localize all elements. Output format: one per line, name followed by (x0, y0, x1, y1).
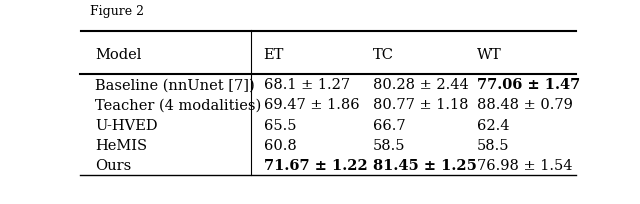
Text: WT: WT (477, 47, 502, 61)
Text: 60.8: 60.8 (264, 138, 296, 152)
Text: 58.5: 58.5 (372, 138, 405, 152)
Text: 62.4: 62.4 (477, 118, 509, 132)
Text: U-HVED: U-HVED (95, 118, 157, 132)
Text: 80.77 ± 1.18: 80.77 ± 1.18 (372, 98, 468, 112)
Text: 69.47 ± 1.86: 69.47 ± 1.86 (264, 98, 359, 112)
Text: 76.98 ± 1.54: 76.98 ± 1.54 (477, 158, 572, 172)
Text: 65.5: 65.5 (264, 118, 296, 132)
Text: 71.67 ± 1.22: 71.67 ± 1.22 (264, 158, 367, 172)
Text: 80.28 ± 2.44: 80.28 ± 2.44 (372, 78, 468, 92)
Text: Teacher (4 modalities): Teacher (4 modalities) (95, 98, 261, 112)
Text: Figure 2: Figure 2 (90, 5, 144, 18)
Text: ET: ET (264, 47, 284, 61)
Text: Baseline (nnUnet [7]): Baseline (nnUnet [7]) (95, 78, 255, 92)
Text: 58.5: 58.5 (477, 138, 509, 152)
Text: Ours: Ours (95, 158, 131, 172)
Text: Model: Model (95, 47, 141, 61)
Text: 88.48 ± 0.79: 88.48 ± 0.79 (477, 98, 573, 112)
Text: 68.1 ± 1.27: 68.1 ± 1.27 (264, 78, 349, 92)
Text: 66.7: 66.7 (372, 118, 405, 132)
Text: HeMIS: HeMIS (95, 138, 147, 152)
Text: TC: TC (372, 47, 394, 61)
Text: 81.45 ± 1.25: 81.45 ± 1.25 (372, 158, 477, 172)
Text: 77.06 ± 1.47: 77.06 ± 1.47 (477, 78, 580, 92)
